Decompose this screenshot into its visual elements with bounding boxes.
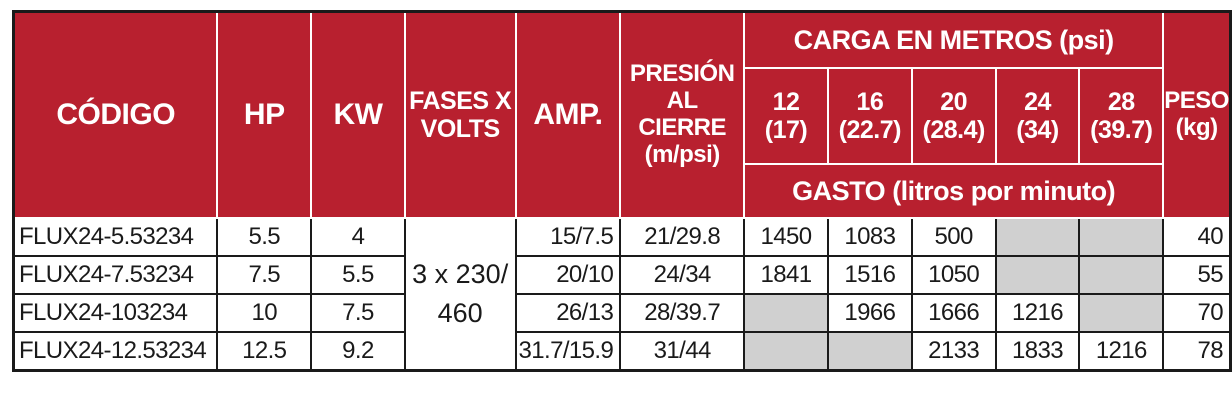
cell-presion: 31/44 <box>619 331 746 372</box>
fases-value-line1: 3 x 230/ <box>412 258 509 289</box>
cell-gasto-20: 1666 <box>910 293 997 333</box>
cell-gasto-12 <box>743 293 829 333</box>
cell-gasto-28: 1216 <box>1078 331 1165 372</box>
cell-gasto-20: 500 <box>910 217 997 257</box>
cell-peso: 40 <box>1162 217 1232 257</box>
header-presion-line2: AL CIERRE <box>638 87 727 141</box>
cell-gasto-24: 1216 <box>994 293 1081 333</box>
header-carga-psi: (34) <box>1016 116 1059 144</box>
table-row: FLUX24-103234 10 7.5 26/13 28/39.7 1966 … <box>12 293 1232 333</box>
header-presion-line3: (m/psi) <box>644 140 721 168</box>
cell-gasto-20: 2133 <box>910 331 997 372</box>
cell-gasto-16: 1516 <box>826 255 913 295</box>
header-fases-volts: FASES X VOLTS <box>403 10 517 219</box>
header-carga-m: 12 <box>772 88 800 116</box>
cell-gasto-24: 1833 <box>994 331 1081 372</box>
cell-codigo: FLUX24-7.53234 <box>12 255 219 295</box>
cell-kw: 7.5 <box>310 293 406 333</box>
header-peso-line1: PESO <box>1164 87 1229 115</box>
cell-kw: 5.5 <box>310 255 406 295</box>
header-kw: KW <box>310 10 406 219</box>
header-codigo: CÓDIGO <box>12 10 219 219</box>
header-hp: HP <box>216 10 313 219</box>
cell-gasto-20: 1050 <box>910 255 997 295</box>
header-carga-m: 20 <box>940 88 968 116</box>
cell-presion: 24/34 <box>619 255 746 295</box>
header-carga-psi: (22.7) <box>838 116 902 144</box>
cell-gasto-24 <box>994 217 1081 257</box>
cell-codigo: FLUX24-5.53234 <box>12 217 219 257</box>
header-row: CÓDIGO HP KW FASES X VOLTS AMP. PRESIÓN … <box>12 10 1232 219</box>
cell-kw: 4 <box>310 217 406 257</box>
cell-gasto-16 <box>826 331 913 372</box>
cell-gasto-16: 1083 <box>826 217 913 257</box>
header-carga-psi: (39.7) <box>1090 116 1153 144</box>
cell-peso: 55 <box>1162 255 1232 295</box>
header-fases-line2: VOLTS <box>420 115 500 143</box>
cell-hp: 7.5 <box>216 255 313 295</box>
cell-gasto-16: 1966 <box>826 293 913 333</box>
cell-presion: 21/29.8 <box>619 217 746 257</box>
spec-table-container: CÓDIGO HP KW FASES X VOLTS AMP. PRESIÓN … <box>12 10 1232 372</box>
table-row: FLUX24-12.53234 12.5 9.2 31.7/15.9 31/44… <box>12 331 1232 372</box>
cell-peso: 78 <box>1162 331 1232 372</box>
cell-amp: 15/7.5 <box>514 217 622 257</box>
cell-presion: 28/39.7 <box>619 293 746 333</box>
header-presion-line1: PRESIÓN <box>629 60 735 88</box>
cell-amp: 31.7/15.9 <box>514 331 622 372</box>
cell-gasto-12: 1450 <box>743 217 829 257</box>
header-carga-24: 24 (34) <box>994 67 1081 165</box>
header-carga-values-row: 12 (17) 16 (22.7) 20 (28.4) 24 (34) 28 (… <box>14 67 1231 165</box>
cell-hp: 5.5 <box>216 217 313 257</box>
header-carga-m: 16 <box>856 88 884 116</box>
header-carga-m: 28 <box>1107 88 1135 116</box>
cell-codigo: FLUX24-12.53234 <box>12 331 219 372</box>
fases-value-line2: 460 <box>437 298 483 328</box>
cell-gasto-28 <box>1078 217 1165 257</box>
header-carga-16: 16 (22.7) <box>826 67 913 165</box>
header-gasto: GASTO (litros por minuto) <box>743 163 1165 219</box>
cell-amp: 20/10 <box>514 255 622 295</box>
header-carga-psi: (17) <box>764 116 808 144</box>
cell-gasto-12 <box>743 331 829 372</box>
header-peso-line2: (kg) <box>1175 114 1218 141</box>
cell-gasto-24 <box>994 255 1081 295</box>
cell-hp: 10 <box>216 293 313 333</box>
cell-codigo: FLUX24-103234 <box>12 293 219 333</box>
header-carga-20: 20 (28.4) <box>910 67 997 165</box>
cell-kw: 9.2 <box>310 331 406 372</box>
table-row: FLUX24-7.53234 7.5 5.5 20/10 24/34 1841 … <box>12 255 1232 295</box>
header-carga-m: 24 <box>1024 88 1051 116</box>
cell-gasto-28 <box>1078 255 1165 295</box>
header-carga-metros: CARGA EN METROS (psi) <box>743 10 1165 69</box>
cell-fases-volts: 3 x 230/ 460 <box>403 217 517 372</box>
cell-hp: 12.5 <box>216 331 313 372</box>
header-carga-28: 28 (39.7) <box>1078 67 1165 165</box>
pump-spec-table: CÓDIGO HP KW FASES X VOLTS AMP. PRESIÓN … <box>12 10 1232 372</box>
header-carga-psi: (28.4) <box>922 116 986 144</box>
header-amp: AMP. <box>514 10 622 219</box>
header-presion-cierre: PRESIÓN AL CIERRE (m/psi) <box>619 10 746 219</box>
header-gasto-row: GASTO (litros por minuto) <box>14 163 1231 219</box>
header-fases-line1: FASES X <box>409 87 512 115</box>
cell-gasto-12: 1841 <box>743 255 829 295</box>
table-row: FLUX24-5.53234 5.5 4 3 x 230/ 460 15/7.5… <box>12 217 1232 372</box>
cell-peso: 70 <box>1162 293 1232 333</box>
header-peso: PESO (kg) <box>1162 10 1232 219</box>
cell-amp: 26/13 <box>514 293 622 333</box>
header-carga-12: 12 (17) <box>743 67 829 165</box>
cell-gasto-28 <box>1078 293 1165 333</box>
